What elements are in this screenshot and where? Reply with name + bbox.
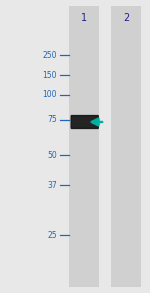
Text: 75: 75 — [47, 115, 57, 125]
Text: 37: 37 — [47, 180, 57, 190]
Text: 2: 2 — [123, 13, 129, 23]
Text: 50: 50 — [47, 151, 57, 159]
Text: 25: 25 — [47, 231, 57, 239]
Text: 150: 150 — [42, 71, 57, 79]
Bar — [111, 6, 141, 287]
Text: 100: 100 — [42, 91, 57, 100]
Text: 1: 1 — [81, 13, 87, 23]
Bar — [69, 6, 99, 287]
FancyBboxPatch shape — [71, 115, 98, 128]
Text: 250: 250 — [42, 50, 57, 59]
